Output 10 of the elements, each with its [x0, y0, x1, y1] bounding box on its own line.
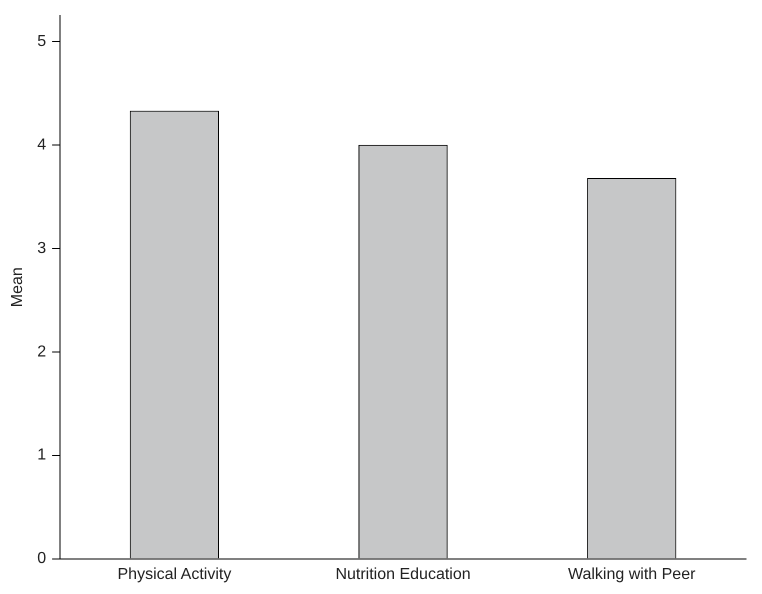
y-tick-label: 0 — [37, 550, 46, 568]
x-tick-label: Nutrition Education — [335, 566, 471, 583]
x-tick-label: Walking with Peer — [568, 566, 696, 583]
y-tick-label: 4 — [37, 136, 46, 154]
y-tick-label: 2 — [37, 343, 46, 360]
y-tick-label: 1 — [37, 446, 46, 464]
y-tick-label: 5 — [37, 32, 46, 50]
y-axis-title: Mean — [9, 267, 26, 308]
x-tick-label: Physical Activity — [118, 566, 232, 583]
y-tick-label: 3 — [37, 240, 46, 257]
